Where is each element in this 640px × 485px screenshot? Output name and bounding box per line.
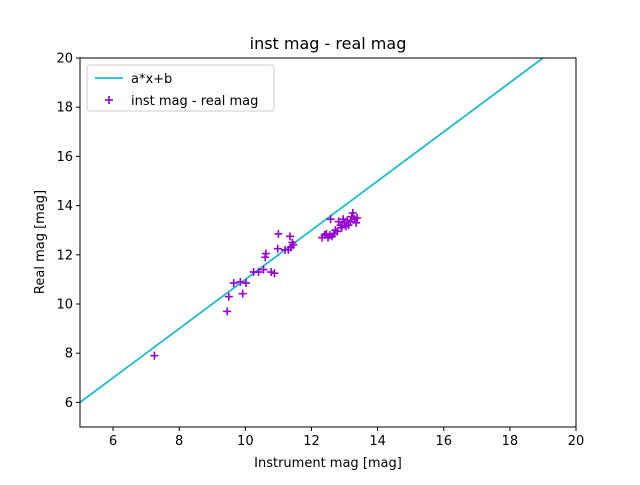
data-point bbox=[273, 244, 282, 253]
y-tick-label: 10 bbox=[56, 298, 73, 313]
data-point bbox=[337, 223, 346, 232]
data-point bbox=[274, 229, 283, 238]
data-point bbox=[238, 289, 247, 298]
axes-frame bbox=[79, 57, 577, 428]
x-tick-label: 14 bbox=[369, 434, 386, 449]
x-tick-label: 6 bbox=[109, 434, 117, 449]
data-point bbox=[229, 279, 238, 288]
data-point bbox=[339, 215, 348, 224]
x-tick-label: 8 bbox=[175, 434, 183, 449]
legend-label: inst mag - real mag bbox=[131, 94, 258, 109]
data-point bbox=[259, 265, 268, 274]
y-tick-label: 20 bbox=[56, 52, 73, 67]
x-tick-label: 16 bbox=[435, 434, 452, 449]
y-axis-label: Real mag [mag] bbox=[33, 190, 48, 294]
legend-entry: a*x+b bbox=[95, 72, 172, 87]
x-axis-label: Instrument mag [mag] bbox=[254, 456, 402, 471]
y-tick-label: 14 bbox=[56, 199, 73, 214]
data-point bbox=[352, 218, 361, 227]
legend: a*x+b inst mag - real mag bbox=[86, 64, 275, 112]
data-point bbox=[270, 269, 279, 278]
data-layer bbox=[80, 58, 544, 404]
x-axis-ticks: 6 8 10 12 14 16 18 20 bbox=[109, 427, 584, 449]
x-tick-label: 20 bbox=[568, 434, 585, 449]
legend-label: a*x+b bbox=[131, 72, 172, 87]
data-point bbox=[223, 307, 232, 316]
data-point bbox=[285, 232, 294, 241]
x-tick-label: 10 bbox=[237, 434, 254, 449]
legend-entry: inst mag - real mag bbox=[105, 94, 258, 109]
data-point bbox=[254, 268, 263, 277]
legend-marker-swatch bbox=[105, 96, 113, 104]
y-axis-ticks: 6 8 10 12 14 16 18 20 bbox=[56, 52, 80, 411]
data-point bbox=[289, 240, 298, 249]
y-tick-label: 6 bbox=[65, 396, 73, 411]
data-point bbox=[261, 249, 270, 258]
fit-line bbox=[80, 58, 544, 404]
data-point bbox=[241, 279, 250, 288]
y-tick-label: 8 bbox=[65, 347, 73, 362]
data-point bbox=[353, 213, 362, 222]
data-point bbox=[348, 208, 357, 217]
legend-box bbox=[86, 64, 275, 112]
y-tick-label: 18 bbox=[56, 101, 73, 116]
data-point bbox=[236, 277, 245, 286]
y-tick-label: 16 bbox=[56, 150, 73, 165]
data-point bbox=[326, 215, 335, 224]
data-point bbox=[224, 292, 233, 301]
x-tick-label: 18 bbox=[502, 434, 519, 449]
plot-area bbox=[79, 57, 577, 428]
data-point bbox=[150, 351, 159, 360]
chart-title: inst mag - real mag bbox=[250, 34, 407, 53]
data-point bbox=[333, 227, 342, 236]
x-tick-label: 12 bbox=[303, 434, 320, 449]
y-tick-label: 12 bbox=[56, 248, 73, 263]
